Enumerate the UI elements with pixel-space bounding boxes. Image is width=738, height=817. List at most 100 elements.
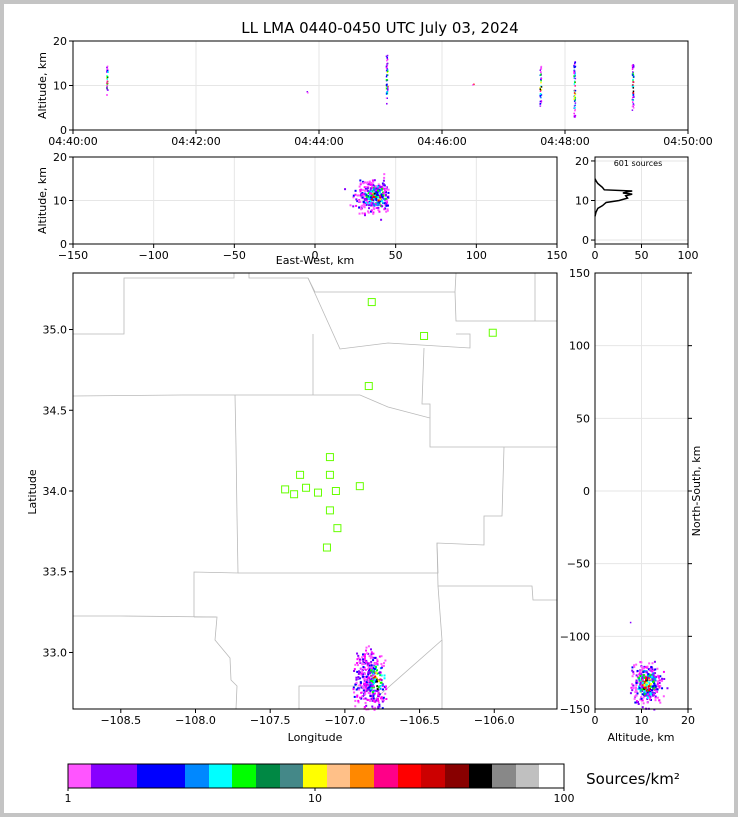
- map-xtick-label: −106.0: [474, 714, 515, 727]
- ns-source-point: [661, 687, 664, 690]
- ns-source-point: [643, 670, 646, 673]
- time-source-point: [632, 76, 635, 78]
- ew-source-point: [360, 196, 363, 199]
- ew-source-point: [364, 181, 367, 184]
- map-source-point: [357, 670, 360, 673]
- colorbar-segment: [256, 764, 280, 788]
- time-source-point: [539, 90, 542, 92]
- time-source-point: [574, 93, 577, 96]
- map-source-point: [371, 686, 374, 689]
- ew-source-point: [375, 195, 378, 198]
- map-source-point: [377, 689, 380, 692]
- map-source-point: [363, 666, 366, 669]
- ns-source-point: [653, 708, 656, 711]
- map-source-point: [364, 688, 367, 691]
- ns-ytick-label: −150: [560, 703, 590, 716]
- time-source-point: [574, 66, 576, 68]
- map-source-point: [365, 659, 368, 662]
- map-source-point: [360, 697, 363, 700]
- ew-source-point: [373, 186, 376, 189]
- ns-source-point: [661, 677, 664, 680]
- ns-source-point: [640, 661, 643, 664]
- map-source-point: [356, 664, 359, 667]
- time-source-point: [573, 100, 576, 102]
- time-source-point: [632, 84, 634, 86]
- time-source-point: [574, 81, 576, 84]
- station-marker: [355, 482, 364, 491]
- map-source-point: [359, 658, 362, 661]
- ew-source-point: [377, 209, 380, 212]
- station-marker: [290, 490, 299, 499]
- time-source-point: [573, 71, 575, 73]
- ew-xtick-label: 150: [547, 249, 568, 262]
- map-source-point: [369, 693, 372, 696]
- map-source-point: [353, 668, 356, 671]
- station-marker: [296, 470, 305, 479]
- ew-source-point: [369, 196, 372, 199]
- hist-xtick-label: 0: [592, 249, 599, 262]
- time-source-point: [386, 83, 388, 86]
- map-source-point: [382, 699, 385, 702]
- ew-source-point: [368, 183, 371, 186]
- ns-source-point: [644, 666, 647, 669]
- ew-source-point: [370, 190, 373, 193]
- time-source-point: [386, 58, 389, 61]
- ns-source-point: [649, 691, 652, 694]
- ns-source-point: [636, 669, 639, 672]
- ns-source-point: [633, 664, 636, 667]
- ew-source-point: [374, 189, 377, 192]
- time-xtick-label: 04:44:00: [294, 135, 343, 148]
- ns-ytick-label: 150: [569, 267, 590, 280]
- ns-source-point: [632, 670, 635, 673]
- ns-source-point: [641, 675, 644, 678]
- ew-source-point: [362, 203, 365, 206]
- map-source-point: [371, 674, 374, 677]
- map-source-point: [362, 697, 365, 700]
- time-source-point: [574, 107, 576, 109]
- ns-source-point: [633, 697, 636, 700]
- map-source-point: [371, 691, 374, 694]
- map-source-point: [374, 680, 377, 683]
- map-source-point: [372, 699, 375, 702]
- time-source-point: [106, 82, 108, 84]
- ns-source-point: [638, 672, 641, 675]
- ew-source-point: [363, 214, 366, 217]
- colorbar-frame: [67, 763, 565, 789]
- time-source-point: [631, 66, 634, 69]
- ns-source-point: [646, 693, 649, 696]
- station-marker: [322, 543, 331, 552]
- map-source-point: [385, 698, 388, 701]
- map-source-point: [373, 692, 376, 695]
- ns-source-point: [648, 674, 651, 677]
- map-source-point: [376, 690, 379, 693]
- map-source-point: [370, 695, 373, 698]
- time-source-point: [106, 87, 108, 89]
- map-source-point: [366, 664, 369, 667]
- ew-source-point: [368, 180, 371, 183]
- east-west-panel: −150 −100 −50 0 50 100 150 0 10 20 East-West, km Al…: [36, 151, 568, 267]
- ns-source-point: [648, 662, 651, 665]
- map-source-point: [382, 696, 385, 699]
- ns-source-point: [639, 698, 642, 701]
- ns-source-point: [636, 692, 639, 695]
- ew-source-point: [354, 189, 357, 192]
- time-source-point: [574, 77, 577, 80]
- map-source-point: [376, 669, 379, 672]
- ew-source-point: [376, 201, 379, 204]
- ns-source-point: [643, 686, 646, 689]
- ew-source-point: [383, 173, 386, 176]
- ew-source-point: [377, 206, 380, 209]
- ns-source-point: [645, 676, 648, 679]
- time-source-point: [632, 81, 634, 83]
- map-source-point: [368, 686, 371, 689]
- map-source-point: [372, 652, 375, 655]
- ns-source-point: [646, 684, 649, 687]
- ew-xtick-label: 100: [466, 249, 487, 262]
- time-source-point: [573, 112, 575, 115]
- time-source-point: [573, 70, 576, 73]
- map-source-point: [357, 676, 360, 679]
- map-source-point: [381, 665, 384, 668]
- map-source-point: [366, 662, 369, 665]
- map-source-point: [371, 705, 374, 708]
- map-source-point: [365, 675, 368, 678]
